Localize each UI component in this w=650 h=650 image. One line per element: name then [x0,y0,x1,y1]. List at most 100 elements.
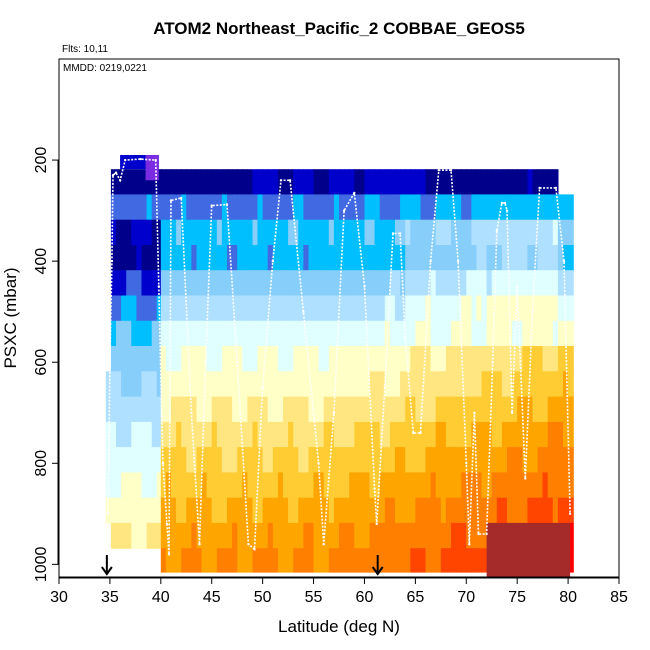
heatmap-cell [116,270,122,297]
heatmap-cell [425,320,432,347]
heatmap-cell [323,346,330,372]
heatmap-cell [476,295,483,322]
heatmap-cell [141,447,148,473]
heatmap-cell [354,194,360,221]
heatmap-cell [547,169,554,196]
heatmap-cell [405,522,411,549]
heatmap-cell [201,270,208,297]
heatmap-cell [110,346,117,372]
flight-point [167,553,171,556]
heatmap-cell [186,270,192,297]
heatmap-cell [121,447,127,473]
heatmap-cell [201,295,208,322]
heatmap-cell [369,219,376,246]
y-tick-label: 800 [33,450,50,477]
heatmap-cell [318,396,325,423]
heatmap-cell [395,421,401,448]
heatmap-cell [461,295,467,322]
heatmap-cell [131,320,137,347]
heatmap-cell [165,320,172,347]
heatmap-cell [440,472,447,499]
heatmap-cell [547,320,554,347]
heatmap-cell [277,346,284,372]
heatmap-cell [303,522,310,549]
heatmap-cell [517,472,523,499]
flight-point [111,174,115,177]
heatmap-cell [563,346,569,372]
heatmap-cell [131,371,137,398]
heatmap-cell [288,497,294,524]
heatmap-cell [288,447,294,473]
heatmap-cell [262,472,269,499]
heatmap-cell [211,169,218,196]
heatmap-cell [369,447,376,473]
flight-point [236,361,239,364]
heatmap-cell [420,169,427,196]
heatmap-cell [527,320,534,347]
heatmap-cell [126,295,132,322]
heatmap-cell [126,522,132,549]
chart-title: ATOM2 Northeast_Pacific_2 COBBAE_GEOS5 [153,19,525,38]
heatmap-cell [415,548,422,573]
heatmap-cell [445,270,452,297]
heatmap-cell [400,169,406,196]
heatmap-cell [186,346,192,372]
heatmap-cell [568,320,574,347]
heatmap-cell [542,447,549,473]
heatmap-cell [136,320,143,347]
heatmap-cell [191,270,198,297]
heatmap-cell [552,295,559,322]
heatmap-cell [196,194,203,221]
heatmap-cell [221,346,228,372]
heatmap-cell [491,320,498,347]
heatmap-cell [374,219,381,246]
heatmap-cell [323,295,330,322]
heatmap-cell [491,169,498,196]
heatmap-cell [440,548,447,573]
heatmap-cell [425,169,432,196]
heatmap-cell [328,346,335,372]
heatmap-cell [410,522,416,549]
heatmap-cell [171,447,177,473]
heatmap-cell [323,320,330,347]
heatmap-cell [400,472,406,499]
heatmap-cell [451,219,457,246]
heatmap-cell [126,421,132,448]
heatmap-cell [466,219,472,246]
heatmap-cell [160,472,167,499]
heatmap-cell [496,396,503,423]
heatmap-cell [344,548,350,573]
x-tick-label: 70 [457,589,475,606]
x-tick-label: 45 [203,589,221,606]
heatmap-cell [267,396,274,423]
heatmap-cell [461,371,467,398]
heatmap-cell [542,320,549,347]
heatmap-cell [303,219,310,246]
heatmap-cell [384,371,391,398]
heatmap-cell [160,396,167,423]
heatmap-cell [313,194,320,221]
heatmap-cell [165,219,172,246]
heatmap-cell [237,270,243,297]
heatmap-cell [216,396,223,423]
heatmap-cell [501,245,508,271]
heatmap-cell [242,346,248,372]
heatmap-cell [486,497,493,524]
heatmap-cell [252,548,259,573]
heatmap-cell [328,447,335,473]
heatmap-cell [267,421,274,448]
heatmap-cell [415,169,422,196]
heatmap-cell [471,447,478,473]
heatmap-cell [557,245,564,271]
heatmap-cell [522,497,528,524]
heatmap-cell [156,447,163,473]
heatmap-cell [359,194,366,221]
heatmap-cell [318,295,325,322]
flight-point [524,477,527,480]
heatmap-cell [557,320,564,347]
heatmap-cell [512,396,518,423]
heatmap-cell [430,194,437,221]
heatmap-cell [242,295,248,322]
heatmap-cell [512,472,518,499]
heatmap-cell [430,169,437,196]
